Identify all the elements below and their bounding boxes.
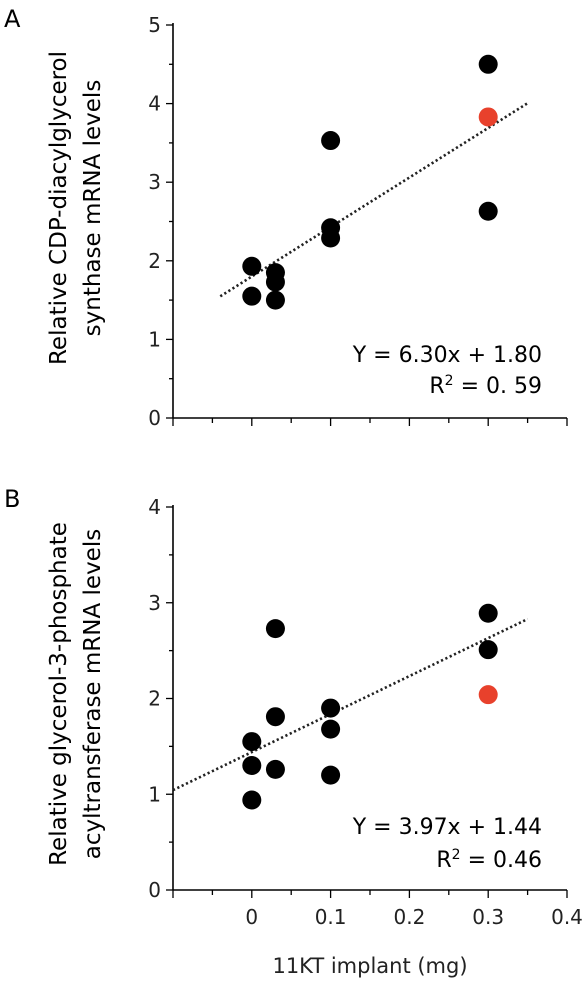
r-squared-label: R2 = 0. 59 [429,373,542,399]
data-point [242,790,262,810]
x-tick-label: 0.3 [472,905,504,929]
data-point [321,131,341,151]
data-point [321,765,341,785]
data-point [321,228,341,248]
y-axis-label: synthase mRNA levels [80,80,106,337]
y-tick-label: 4 [148,92,161,116]
y-tick-label: 2 [148,249,161,273]
data-point [478,54,498,74]
y-tick-label: 0 [148,406,161,430]
data-point [242,256,262,276]
x-tick-label: 0.4 [551,905,582,929]
y-axis-label: acyltransferase mRNA levels [80,529,106,859]
data-point [321,719,341,739]
trend-line [172,617,529,792]
data-point [478,603,498,623]
data-point-highlight [478,685,498,705]
chart-panel-b: B 0 1 2 3 4 0 0.1 0.2 0.3 0.4 Relative glycerol-3-p… [4,485,582,978]
data-point [242,286,262,306]
x-tick-label: 0.2 [393,905,425,929]
y-tick-label: 2 [148,687,161,711]
y-tick-label: 3 [148,591,161,615]
r-squared-label: R2 = 0.46 [436,847,542,873]
data-point [265,290,285,310]
x-tick-label: 0.1 [315,905,347,929]
data-point [265,707,285,727]
panel-letter: B [4,485,20,513]
y-tick-label: 1 [148,782,161,806]
trend-line [219,102,529,298]
data-point [478,201,498,221]
y-tick-label: 3 [148,170,161,194]
data-point [265,272,285,292]
data-point [242,732,262,752]
data-point [265,759,285,779]
y-tick-label: 5 [148,13,161,37]
data-point [321,698,341,718]
data-point [265,619,285,639]
chart-panel-a: A 0 1 2 3 4 5 Relative CDP-diacylglycerol syntha… [4,5,568,430]
regression-equation: Y = 6.30x + 1.80 [352,343,542,368]
y-tick-label: 4 [148,495,161,519]
data-point-highlight [478,107,498,127]
y-tick-label: 0 [148,878,161,902]
regression-equation: Y = 3.97x + 1.44 [352,815,542,840]
x-axis-label: 11KT implant (mg) [272,954,467,978]
y-tick-label: 1 [148,327,161,351]
panel-letter: A [4,5,21,33]
data-point [478,640,498,660]
data-point [242,756,262,776]
y-axis-label: Relative CDP-diacylglycerol [46,51,72,365]
y-axis-label: Relative glycerol-3-phosphate [46,522,72,866]
x-tick-label: 0 [245,905,258,929]
